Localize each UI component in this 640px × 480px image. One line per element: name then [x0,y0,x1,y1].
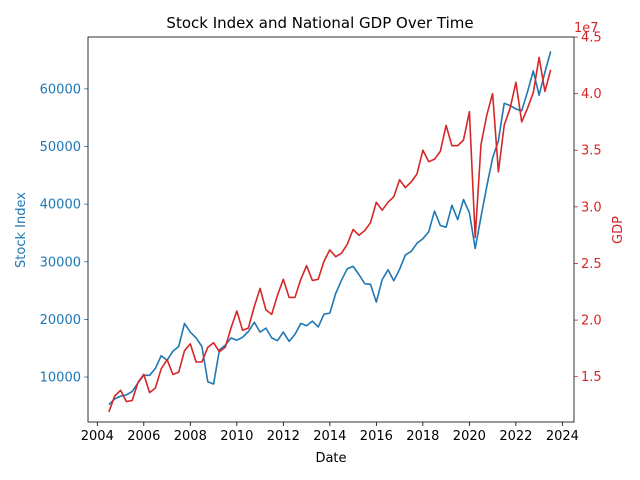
x-tick-label: 2022 [499,429,532,444]
x-tick-label: 2020 [453,429,486,444]
y-right-tick-label: 1.5 [581,370,602,385]
x-axis: 2004 2006 2008 2010 2012 2014 2016 2018 2020 2022… [81,422,579,444]
x-tick-label: 2008 [174,429,207,444]
x-tick-label: 2006 [127,429,160,444]
plot-area [108,51,552,413]
y-right-tick-label: 3.0 [581,200,602,215]
x-axis-label: Date [315,451,346,466]
y-right-tick-label: 4.5 [581,31,602,46]
y-axis-right: 1.5 2.0 2.5 3.0 3.5 4.0 4.5 [574,31,602,385]
x-tick-label: 2012 [267,429,300,444]
stock-index-line [108,51,552,406]
y-left-tick-label: 60000 [40,82,81,97]
plot-frame [87,36,575,423]
y-axis-left: 10000 20000 30000 40000 50000 60000 [40,82,88,386]
y-axis-right-offset: 1e7 [574,21,599,36]
y-right-tick-label: 2.0 [581,314,602,329]
y-right-tick-label: 3.5 [581,144,602,159]
x-tick-label: 2004 [81,429,114,444]
x-tick-label: 2018 [406,429,439,444]
y-axis-right-label: GDP [611,216,626,244]
y-left-tick-label: 10000 [40,371,81,386]
x-tick-label: 2016 [360,429,393,444]
x-tick-label: 2014 [313,429,346,444]
x-tick-label: 2024 [546,429,579,444]
gdp-line [108,56,552,413]
y-left-tick-label: 30000 [40,255,81,270]
x-tick-label: 2010 [220,429,253,444]
y-left-tick-label: 50000 [40,140,81,155]
y-right-tick-label: 2.5 [581,257,602,272]
chart-title: Stock Index and National GDP Over Time [166,14,473,32]
y-axis-left-label: Stock Index [14,192,29,268]
y-left-tick-label: 20000 [40,313,81,328]
y-right-tick-label: 4.0 [581,87,602,102]
y-left-tick-label: 40000 [40,198,81,213]
